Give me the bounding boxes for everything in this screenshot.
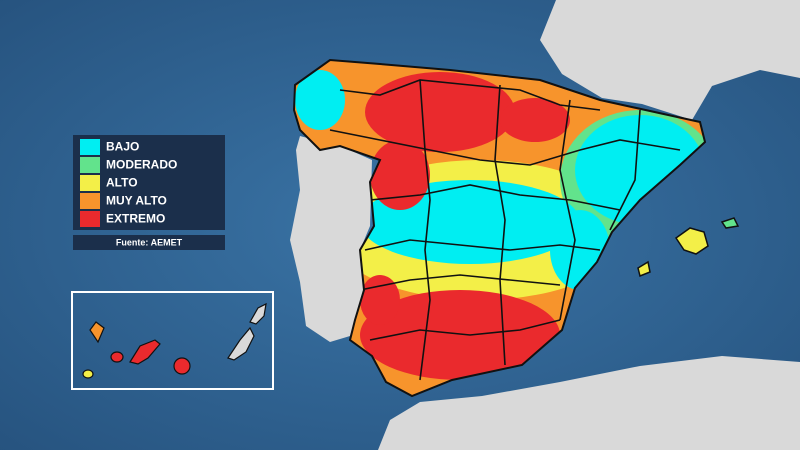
legend-swatch bbox=[80, 157, 100, 173]
legend-label: MODERADO bbox=[106, 158, 177, 172]
zone-bajo bbox=[295, 70, 345, 130]
canary-inset bbox=[71, 291, 274, 390]
legend-swatch bbox=[80, 193, 100, 209]
zone-extremo bbox=[500, 98, 570, 142]
legend-swatch bbox=[80, 211, 100, 227]
spain-outline bbox=[292, 58, 707, 398]
legend-label: ALTO bbox=[106, 176, 138, 190]
canary-islands bbox=[82, 302, 267, 379]
island-mallorca bbox=[674, 227, 709, 255]
zone-extremo bbox=[360, 290, 560, 380]
legend-label: EXTREMO bbox=[106, 212, 165, 226]
land-portugal bbox=[290, 136, 372, 342]
legend-swatch bbox=[80, 139, 100, 155]
land-france bbox=[540, 0, 800, 120]
source: Fuente: AEMET bbox=[116, 237, 183, 247]
legend-label: MUY ALTO bbox=[106, 194, 167, 208]
source-box bbox=[73, 235, 225, 250]
zone-extremo bbox=[365, 72, 515, 152]
legend-swatch bbox=[80, 175, 100, 191]
zone-extremo bbox=[370, 140, 430, 210]
land-africa bbox=[378, 356, 800, 450]
province-borders bbox=[329, 79, 681, 381]
island-menorca bbox=[720, 217, 740, 229]
legend-label: BAJO bbox=[106, 140, 139, 154]
legend: Fuente: AEMET BAJO MODERADO ALTO MUY ALTO EX… bbox=[73, 135, 225, 250]
island-ibiza bbox=[637, 260, 651, 278]
